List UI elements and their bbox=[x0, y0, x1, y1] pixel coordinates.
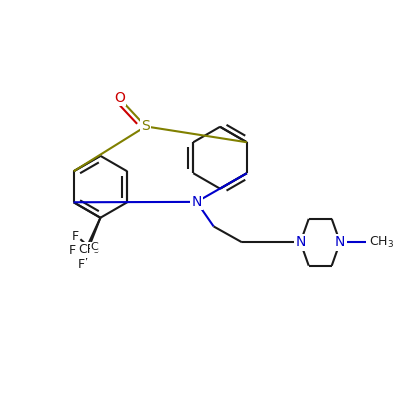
Text: O: O bbox=[114, 91, 125, 105]
Text: N: N bbox=[335, 235, 345, 249]
Text: CH$_3$: CH$_3$ bbox=[370, 235, 395, 250]
Text: F: F bbox=[68, 244, 76, 257]
Text: N: N bbox=[295, 235, 306, 249]
Text: N: N bbox=[192, 195, 202, 209]
Text: F: F bbox=[78, 258, 85, 271]
Text: C: C bbox=[90, 242, 98, 252]
Text: S: S bbox=[141, 120, 150, 134]
Text: CF₃: CF₃ bbox=[79, 243, 100, 256]
Text: F: F bbox=[72, 230, 79, 243]
